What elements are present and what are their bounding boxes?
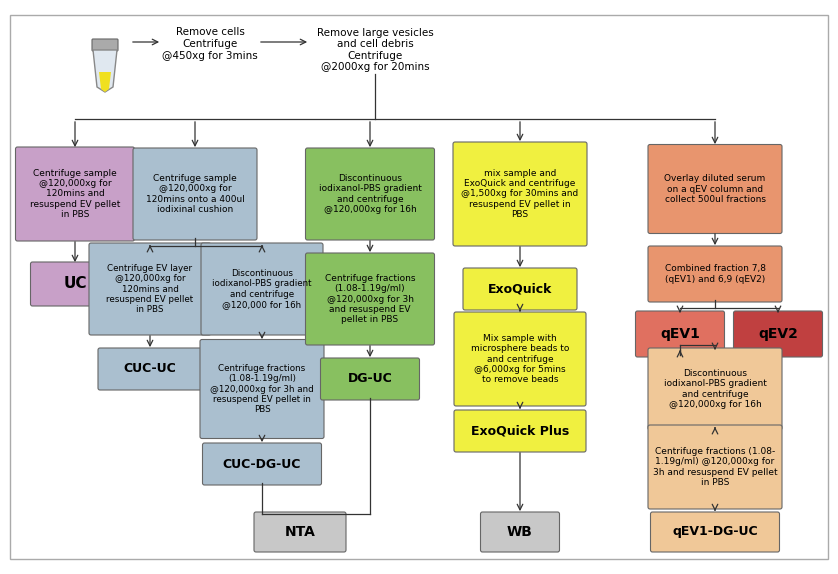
FancyBboxPatch shape	[200, 339, 324, 439]
Text: UC: UC	[63, 277, 87, 292]
FancyBboxPatch shape	[133, 148, 257, 240]
FancyBboxPatch shape	[203, 443, 322, 485]
Text: CUC-UC: CUC-UC	[124, 363, 176, 375]
FancyBboxPatch shape	[648, 348, 782, 430]
Text: WB: WB	[507, 525, 533, 539]
Text: Centrifuge fractions
(1.08-1.19g/ml)
@120,000xg for 3h
and resuspend EV
pellet i: Centrifuge fractions (1.08-1.19g/ml) @12…	[325, 274, 416, 324]
Text: qEV2: qEV2	[758, 327, 798, 341]
FancyBboxPatch shape	[650, 512, 779, 552]
Text: CUC-DG-UC: CUC-DG-UC	[223, 457, 301, 471]
Text: Centrifuge fractions
(1.08-1.19g/ml)
@120,000xg for 3h and
resuspend EV pellet i: Centrifuge fractions (1.08-1.19g/ml) @12…	[210, 364, 314, 414]
FancyBboxPatch shape	[463, 268, 577, 310]
FancyBboxPatch shape	[733, 311, 823, 357]
Text: Centrifuge sample
@120,000xg for
120mins onto a 400ul
iodixinal cushion: Centrifuge sample @120,000xg for 120mins…	[146, 174, 245, 214]
FancyBboxPatch shape	[453, 142, 587, 246]
FancyBboxPatch shape	[201, 243, 323, 335]
Text: Centrifuge fractions (1.08-
1.19g/ml) @120,000xg for
3h and resuspend EV pellet
: Centrifuge fractions (1.08- 1.19g/ml) @1…	[653, 447, 778, 487]
Polygon shape	[99, 72, 111, 92]
Text: NTA: NTA	[285, 525, 315, 539]
FancyBboxPatch shape	[306, 148, 434, 240]
FancyBboxPatch shape	[648, 425, 782, 509]
FancyBboxPatch shape	[320, 358, 420, 400]
FancyBboxPatch shape	[454, 410, 586, 452]
Text: Overlay diluted serum
on a qEV column and
collect 500ul fractions: Overlay diluted serum on a qEV column an…	[665, 174, 766, 204]
FancyBboxPatch shape	[306, 253, 434, 345]
Text: Combined fraction 7,8
(qEV1) and 6,9 (qEV2): Combined fraction 7,8 (qEV1) and 6,9 (qE…	[665, 264, 765, 284]
Text: Remove cells
Centrifuge
@450xg for 3mins: Remove cells Centrifuge @450xg for 3mins	[162, 28, 258, 61]
FancyBboxPatch shape	[15, 147, 135, 241]
Text: DG-UC: DG-UC	[348, 373, 392, 386]
Text: Remove large vesicles
and cell debris
Centrifuge
@2000xg for 20mins: Remove large vesicles and cell debris Ce…	[317, 28, 433, 72]
FancyBboxPatch shape	[89, 243, 211, 335]
Text: Discontinuous
iodixanol-PBS gradient
and centrifuge
@120,000xg for 16h: Discontinuous iodixanol-PBS gradient and…	[318, 174, 422, 214]
Text: Centrifuge sample
@120,000xg for
120mins and
resuspend EV pellet
in PBS: Centrifuge sample @120,000xg for 120mins…	[30, 169, 120, 219]
Text: qEV1-DG-UC: qEV1-DG-UC	[672, 526, 758, 538]
Text: ExoQuick: ExoQuick	[488, 282, 552, 296]
Text: Centrifuge EV layer
@120,000xg for
120mins and
resuspend EV pellet
in PBS: Centrifuge EV layer @120,000xg for 120mi…	[106, 263, 194, 315]
FancyBboxPatch shape	[98, 348, 202, 390]
FancyBboxPatch shape	[92, 39, 118, 51]
FancyBboxPatch shape	[648, 246, 782, 302]
Polygon shape	[93, 50, 117, 92]
FancyBboxPatch shape	[454, 312, 586, 406]
Text: Mix sample with
microsphere beads to
and centrifuge
@6,000xg for 5mins
to remove: Mix sample with microsphere beads to and…	[471, 333, 569, 385]
Text: ExoQuick Plus: ExoQuick Plus	[471, 425, 569, 437]
FancyBboxPatch shape	[480, 512, 560, 552]
FancyBboxPatch shape	[30, 262, 120, 306]
FancyBboxPatch shape	[635, 311, 725, 357]
Text: qEV1: qEV1	[660, 327, 700, 341]
FancyBboxPatch shape	[254, 512, 346, 552]
FancyBboxPatch shape	[648, 145, 782, 234]
Text: mix sample and
ExoQuick and centrifuge
@1,500xg for 30mins and
resuspend EV pell: mix sample and ExoQuick and centrifuge @…	[462, 169, 578, 219]
Text: Discontinuous
iodixanol-PBS gradient
and centrifuge
@120,000xg for 16h: Discontinuous iodixanol-PBS gradient and…	[664, 369, 767, 409]
Text: Discontinuous
iodixanol-PBS gradient
and centrifuge
@120,000 for 16h: Discontinuous iodixanol-PBS gradient and…	[212, 269, 312, 309]
